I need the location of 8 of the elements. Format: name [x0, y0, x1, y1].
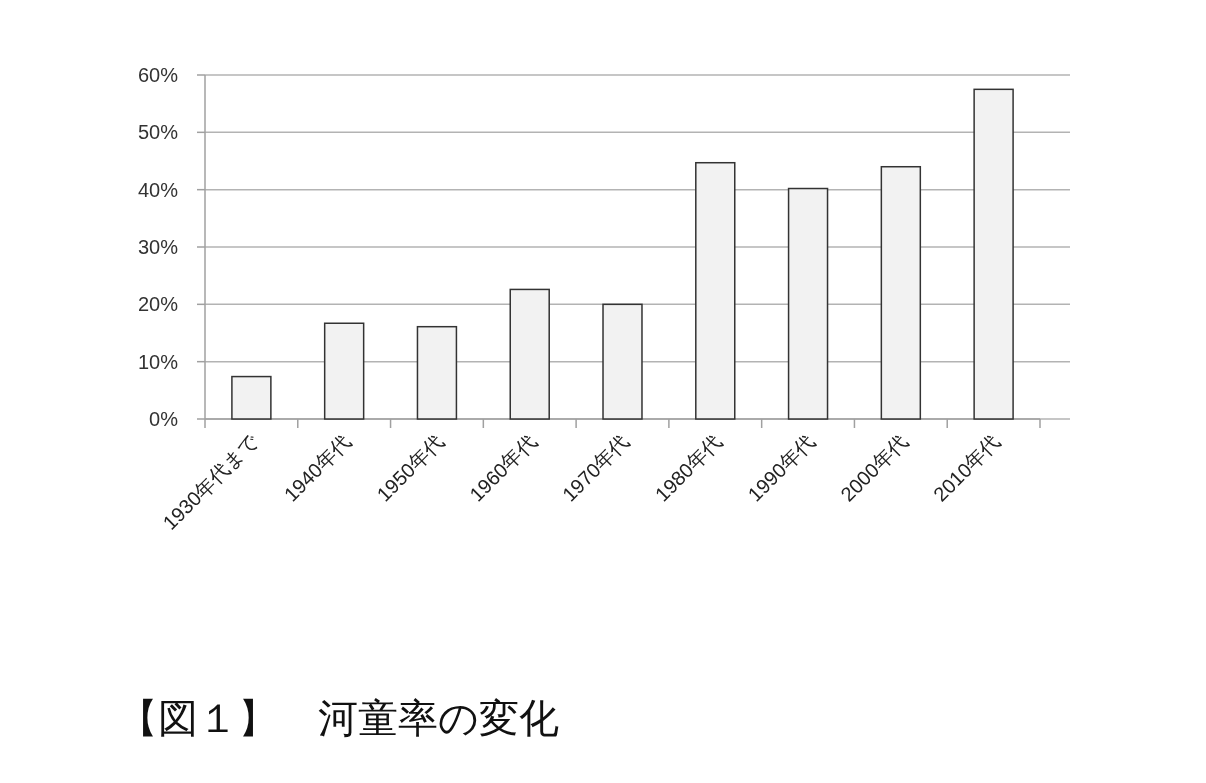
- y-tick-label: 30%: [137, 236, 179, 258]
- y-tick-label: 40%: [137, 178, 179, 201]
- y-tick-label: 60%: [137, 64, 179, 86]
- y-tick-label: 10%: [137, 350, 179, 373]
- title: 【図１】 河童率の変化: [118, 695, 559, 741]
- y-tick-label: 0%: [149, 408, 179, 430]
- y-tick-label: 50%: [137, 121, 179, 144]
- y-tick-label: 20%: [137, 293, 179, 316]
